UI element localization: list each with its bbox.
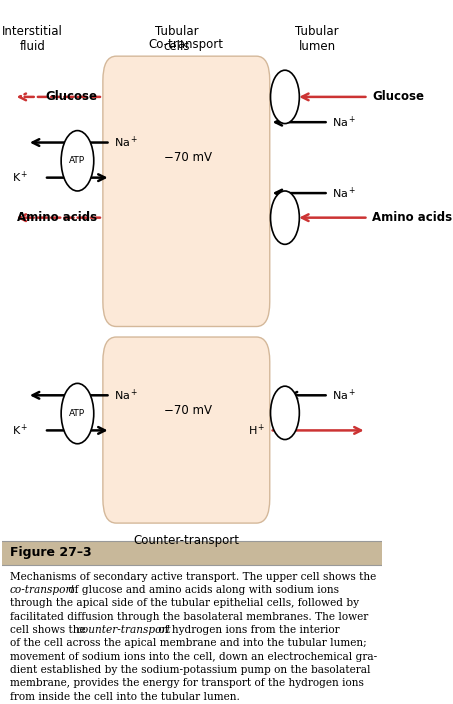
Text: Tubular
cells: Tubular cells: [155, 25, 199, 53]
Text: membrane, provides the energy for transport of the hydrogen ions: membrane, provides the energy for transp…: [10, 678, 364, 689]
Text: Na$^+$: Na$^+$: [114, 388, 139, 403]
Text: Mechanisms of secondary active transport. The upper cell shows the: Mechanisms of secondary active transport…: [10, 572, 376, 582]
Text: facilitated diffusion through the basolateral membranes. The lower: facilitated diffusion through the basola…: [10, 612, 368, 622]
Circle shape: [270, 386, 299, 439]
Text: through the apical side of the tubular epithelial cells, followed by: through the apical side of the tubular e…: [10, 598, 359, 608]
Text: Glucose: Glucose: [372, 90, 424, 103]
Text: dient established by the sodium-potassium pump on the basolateral: dient established by the sodium-potassiu…: [10, 665, 371, 675]
Text: Na$^+$: Na$^+$: [333, 388, 357, 403]
Text: cell shows the: cell shows the: [10, 625, 89, 635]
Bar: [2, 541, 381, 565]
Text: Tubular
lumen: Tubular lumen: [295, 25, 339, 53]
Text: co-transport: co-transport: [10, 585, 76, 595]
Text: Interstitial
fluid: Interstitial fluid: [2, 25, 63, 53]
Circle shape: [61, 131, 94, 191]
Text: −70 mV: −70 mV: [164, 151, 212, 165]
Text: counter-transport: counter-transport: [76, 625, 171, 635]
Text: ATP: ATP: [69, 409, 86, 418]
Text: H$^+$: H$^+$: [248, 423, 266, 438]
Text: movement of sodium ions into the cell, down an electrochemical gra-: movement of sodium ions into the cell, d…: [10, 652, 377, 662]
Text: Na$^+$: Na$^+$: [333, 185, 357, 201]
Text: Co-transport: Co-transport: [149, 37, 224, 51]
Text: Glucose: Glucose: [45, 90, 97, 103]
Circle shape: [61, 384, 94, 444]
Text: Na$^+$: Na$^+$: [333, 115, 357, 130]
Text: K$^+$: K$^+$: [12, 170, 29, 185]
Circle shape: [270, 70, 299, 124]
Text: Figure 27–3: Figure 27–3: [10, 546, 92, 559]
Text: of hydrogen ions from the interior: of hydrogen ions from the interior: [155, 625, 340, 635]
Text: Counter-transport: Counter-transport: [133, 534, 239, 546]
Text: of the cell across the apical membrane and into the tubular lumen;: of the cell across the apical membrane a…: [10, 639, 366, 648]
Text: K$^+$: K$^+$: [12, 423, 29, 438]
Text: Na$^+$: Na$^+$: [114, 135, 139, 150]
FancyBboxPatch shape: [103, 56, 270, 327]
Circle shape: [270, 191, 299, 244]
FancyBboxPatch shape: [103, 337, 270, 523]
Text: −70 mV: −70 mV: [164, 404, 212, 417]
Text: ATP: ATP: [69, 156, 86, 165]
Text: Amino acids: Amino acids: [372, 211, 452, 224]
Text: Amino acids: Amino acids: [17, 211, 97, 224]
Text: from inside the cell into the tubular lumen.: from inside the cell into the tubular lu…: [10, 691, 240, 702]
Text: of glucose and amino acids along with sodium ions: of glucose and amino acids along with so…: [65, 585, 339, 595]
